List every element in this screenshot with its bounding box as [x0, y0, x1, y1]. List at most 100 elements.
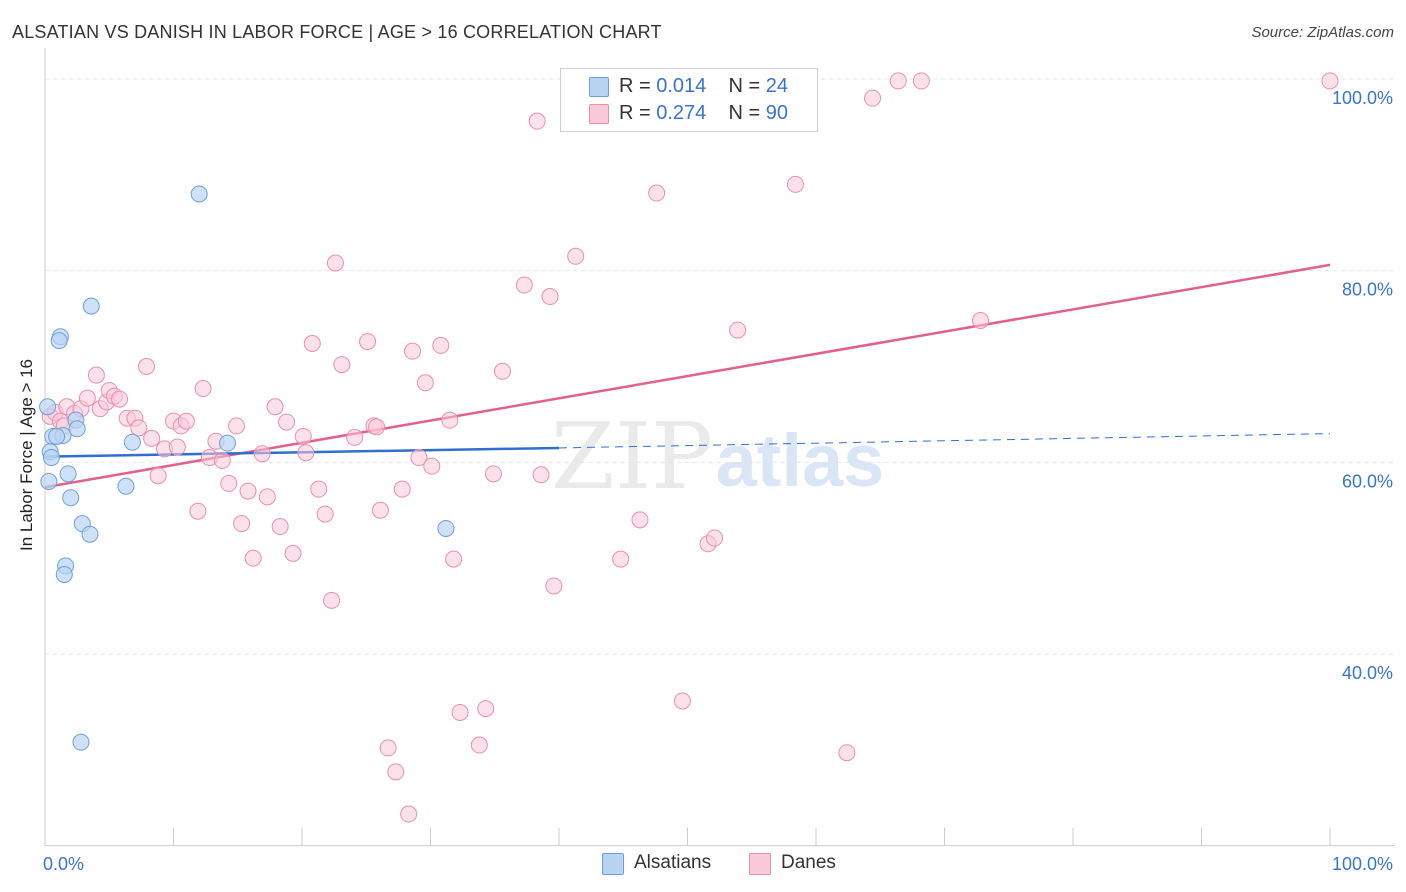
source-label: Source: ZipAtlas.com: [1251, 24, 1394, 41]
danes-point: [213, 451, 231, 469]
danes-point: [189, 502, 207, 520]
watermark-atlas: atlas: [716, 419, 885, 502]
danes-point: [359, 333, 377, 351]
danes-point: [266, 398, 284, 416]
danes-point: [368, 418, 386, 436]
chart-title: ALSATIAN VS DANISH IN LABOR FORCE | AGE …: [12, 22, 662, 42]
danes-point: [271, 518, 289, 536]
danes-point: [786, 175, 804, 193]
alsatians-point: [42, 449, 60, 467]
r-label: R =: [619, 102, 657, 124]
x-tick-label: 100.0%: [1332, 854, 1393, 874]
danes-point: [484, 465, 502, 483]
n-label: N =: [728, 75, 766, 97]
alsatians-point: [55, 565, 73, 583]
alsatians-point: [68, 420, 86, 438]
n-value: 24: [765, 75, 789, 97]
danes-point: [423, 457, 441, 475]
danes-point: [528, 112, 546, 130]
danes-point: [889, 72, 907, 90]
danes-point: [323, 591, 341, 609]
danes-point: [477, 700, 495, 718]
danes-point: [294, 427, 312, 445]
alsatians-point: [72, 733, 90, 751]
danes-legend-swatch: [749, 853, 771, 875]
danes-point: [194, 380, 212, 398]
danes-point: [346, 428, 364, 446]
y-tick-label: 100.0%: [1332, 88, 1393, 108]
danes-point: [404, 342, 422, 360]
danes-point: [451, 703, 469, 721]
danes-point: [326, 254, 344, 272]
danes-point: [410, 449, 428, 467]
legend-label: Danes: [781, 852, 836, 873]
legend-label: Alsatians: [634, 852, 712, 873]
alsatians-point: [437, 519, 455, 537]
danes-point: [912, 72, 930, 90]
danes-point: [567, 247, 585, 265]
danes-point: [227, 417, 245, 435]
alsatians-point: [117, 477, 135, 495]
danes-point: [138, 358, 156, 375]
alsatians-point: [62, 489, 80, 507]
alsatians-legend-swatch: [602, 853, 624, 875]
danes-point: [149, 467, 167, 485]
danes-point: [239, 482, 257, 500]
alsatians-point: [82, 297, 100, 315]
alsatians-point: [218, 434, 236, 452]
danes-point: [470, 736, 488, 754]
alsatians-point: [50, 332, 68, 350]
x-tick-label: 0.0%: [43, 854, 84, 874]
danes-point: [303, 335, 321, 352]
danes-point: [838, 744, 856, 762]
danes-swatch: [589, 104, 609, 124]
danes-point: [177, 412, 195, 430]
tick-labels: 40.0% 60.0% 80.0% 100.0% 0.0% 100.0%: [43, 88, 1393, 874]
danes-point: [220, 474, 238, 492]
data-points: [39, 72, 1339, 823]
danes-point: [297, 444, 315, 462]
alsatians-point: [39, 398, 57, 416]
danes-point: [143, 429, 161, 447]
danes-point: [1321, 72, 1339, 90]
y-tick-label: 60.0%: [1342, 471, 1393, 491]
danes-point: [400, 805, 418, 823]
danes-point: [371, 501, 389, 519]
danes-point: [545, 577, 563, 595]
danes-point: [864, 89, 882, 107]
alsatians-point: [190, 185, 208, 203]
alsatians-swatch: [589, 77, 609, 97]
danes-point: [729, 321, 747, 339]
r-value: 0.274: [656, 102, 707, 124]
y-tick-label: 80.0%: [1342, 280, 1393, 300]
danes-point: [244, 549, 262, 567]
danes-point: [78, 389, 96, 407]
danes-point: [612, 550, 630, 568]
danes-point: [379, 739, 397, 757]
alsatians-trend-extension: [558, 433, 1331, 449]
danes-point: [168, 438, 186, 456]
danes-point: [971, 312, 989, 329]
danes-point: [316, 505, 334, 523]
danes-point: [278, 413, 296, 431]
danes-point: [673, 692, 691, 710]
danes-point: [515, 276, 533, 294]
danes-point: [130, 419, 148, 437]
danes-point: [705, 529, 723, 547]
alsatians-point: [40, 473, 58, 490]
r-label: R =: [619, 75, 657, 97]
r-value: 0.014: [656, 75, 707, 97]
alsatians-point: [81, 525, 99, 543]
danes-point: [648, 184, 666, 202]
n-value: 90: [765, 102, 789, 124]
alsatians-point: [123, 433, 141, 451]
alsatians-point: [48, 427, 66, 445]
danes-point: [532, 466, 550, 484]
danes-point: [493, 362, 511, 380]
danes-point: [233, 515, 251, 533]
danes-point: [541, 288, 559, 306]
danes-point: [258, 488, 276, 506]
watermark-zip: ZIP: [551, 403, 713, 510]
alsatians-point: [59, 465, 77, 483]
